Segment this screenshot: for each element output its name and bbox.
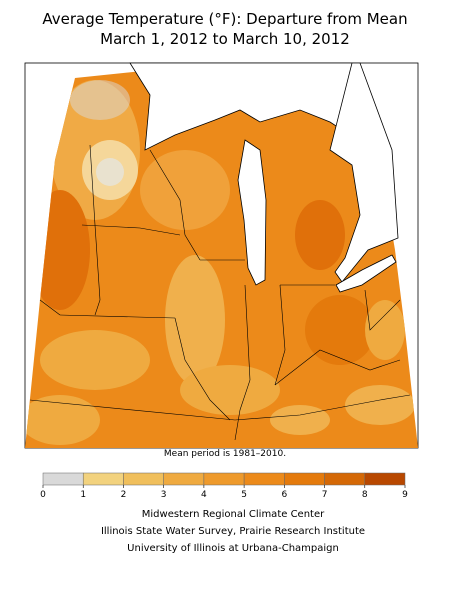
colorbar-tick-label: 7: [322, 490, 328, 500]
colorbar-tick-label: 9: [402, 490, 408, 500]
colorbar-tick-label: 8: [362, 490, 368, 500]
colorbar-segment: [324, 472, 366, 486]
note: Mean period is 1981–2010.: [164, 449, 286, 459]
colorbar-segment: [243, 472, 285, 486]
colorbar-segment: [163, 472, 205, 486]
colorbar-segment: [123, 472, 164, 486]
credit: University of Illinois at Urbana-Champai…: [127, 543, 339, 554]
colorbar-segment: [364, 472, 406, 486]
colorbar-segment: [203, 472, 245, 486]
colorbar-tick-label: 4: [201, 490, 207, 500]
colorbar-segment: [42, 472, 84, 486]
credit: Midwestern Regional Climate Center: [142, 509, 325, 520]
state-borders: [29, 144, 411, 441]
title-line: Average Temperature (°F): Departure from…: [42, 10, 407, 28]
colorbar-tick-label: 1: [80, 490, 86, 500]
lake-michigan: [237, 139, 267, 286]
credit: Illinois State Water Survey, Prairie Res…: [101, 526, 365, 537]
colorbar-segment: [82, 472, 124, 486]
colorbar-tick-label: 5: [241, 490, 247, 500]
lake-erie: [335, 254, 397, 293]
colorbar-tick-label: 2: [121, 490, 127, 500]
colorbar-tick-label: 0: [40, 490, 46, 500]
colorbar: 0 1 2 3 4 5 6 7 8 9: [40, 472, 408, 500]
lake-huron: [329, 62, 399, 283]
title-line: March 1, 2012 to March 10, 2012: [100, 30, 350, 48]
map: [24, 62, 419, 449]
colorbar-tick-label: 3: [161, 490, 167, 500]
colorbar-tick-label: 6: [281, 490, 287, 500]
colorbar-segment: [284, 472, 325, 486]
